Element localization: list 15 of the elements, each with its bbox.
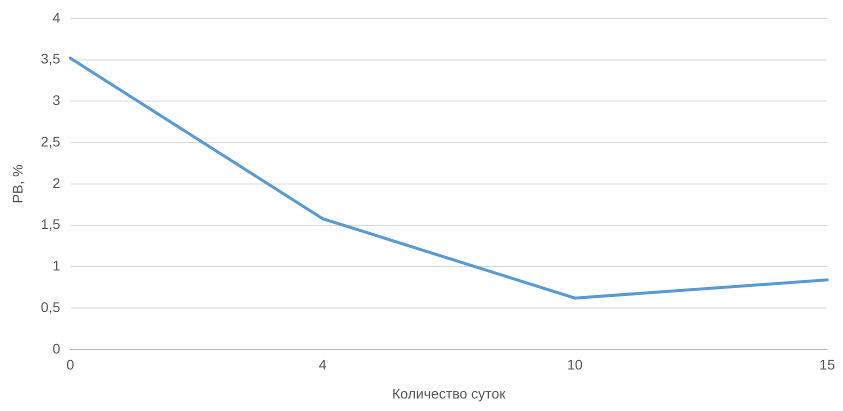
- y-tick-label: 2: [52, 174, 60, 191]
- x-tick-label: 0: [66, 356, 74, 373]
- y-tick-label: 1,5: [40, 216, 60, 232]
- x-axis-title: Количество суток: [392, 385, 506, 402]
- x-tick-label: 10: [567, 356, 583, 373]
- y-tick-label: 0,5: [40, 298, 60, 315]
- x-tick-label: 4: [318, 356, 327, 373]
- x-tick-label: 15: [819, 356, 836, 373]
- y-tick-label: 3,5: [40, 50, 60, 67]
- y-tick-label: 3: [52, 92, 60, 108]
- y-tick-label: 1: [52, 258, 60, 274]
- y-tick-label: 2,5: [40, 133, 60, 150]
- y-tick-label: 4: [52, 9, 60, 26]
- y-tick-label: 0: [52, 340, 60, 356]
- y-axis-title: РВ, %: [9, 164, 26, 204]
